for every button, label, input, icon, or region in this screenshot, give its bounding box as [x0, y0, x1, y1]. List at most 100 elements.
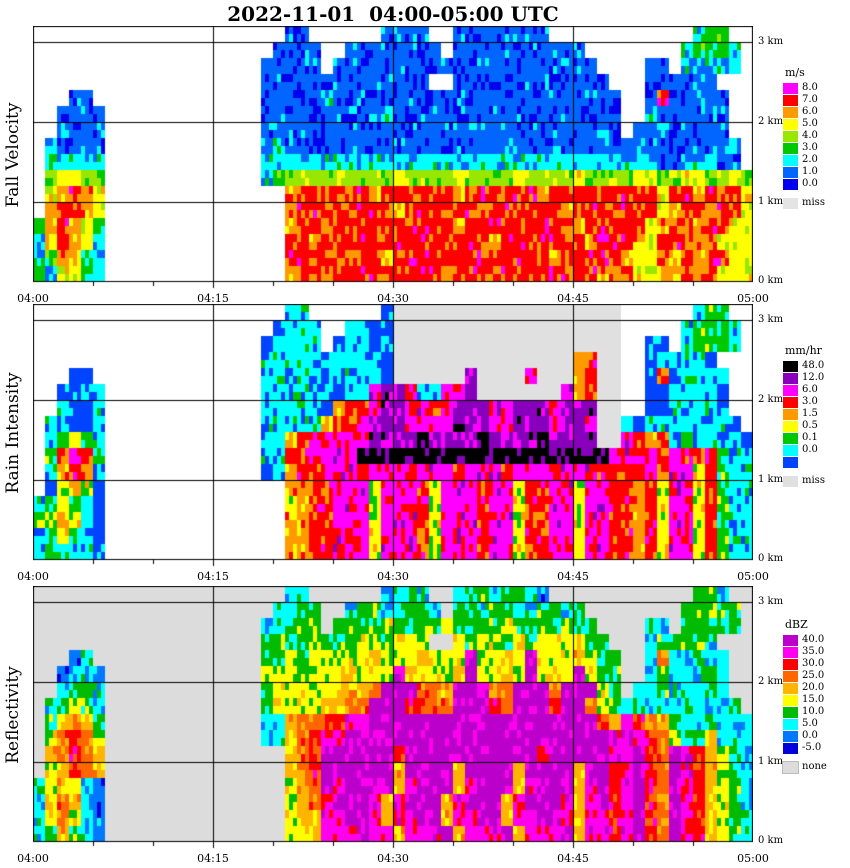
legend-swatch	[783, 396, 798, 408]
legend-entry	[783, 456, 847, 468]
panel-fall-velocity: Fall Velocity 3 km 2 km 1 km 0 km 04:00 04:15 0…	[0, 26, 850, 318]
legend-reflectivity: dBZ 40.0 35.0 30.0 25.0 20.0 15.0 10.0 5.0 0.0 -5.…	[782, 618, 847, 774]
legend-entry: 3.0	[783, 396, 847, 408]
y-axis-title-fall-velocity: Fall Velocity	[3, 102, 23, 208]
legend-label: 1.0	[802, 166, 818, 177]
y-tick-label: 1 km	[758, 474, 784, 485]
legend-swatch	[783, 730, 798, 742]
legend-label: miss	[802, 475, 825, 486]
legend-swatch	[782, 760, 799, 774]
y-axis-title-rain-intensity: Rain Intensity	[3, 372, 23, 494]
legend-entry: 2.0	[783, 154, 847, 166]
legend-label: 15.0	[802, 694, 825, 705]
y-tick-label: 0 km	[758, 835, 784, 846]
legend-entry: 1.5	[783, 408, 847, 420]
legend-entry: 3.0	[783, 142, 847, 154]
x-tick-label: 04:45	[557, 570, 589, 583]
legend-swatch	[783, 634, 798, 646]
x-tick-label: 04:00	[17, 852, 49, 865]
y-tick-label: 3 km	[758, 36, 784, 47]
legend-swatch	[783, 166, 798, 178]
legend-entry: 10.0	[783, 706, 847, 718]
legend-label: 20.0	[802, 682, 825, 693]
legend-label: 35.0	[802, 646, 825, 657]
y-tick-label: 0 km	[758, 275, 784, 286]
legend-label: 3.0	[802, 142, 818, 153]
y-tick-label: 2 km	[758, 676, 784, 687]
legend-missing-entry: miss	[783, 197, 847, 209]
legend-label: 0.5	[802, 420, 818, 431]
legend-entry: 0.0	[783, 730, 847, 742]
legend-swatch	[783, 456, 798, 468]
heatmap-canvas-fall-velocity	[33, 26, 753, 290]
legend-label: 25.0	[802, 670, 825, 681]
legend-swatch	[783, 142, 798, 154]
legend-label: 48.0	[802, 360, 825, 371]
x-tick-label: 04:30	[377, 852, 409, 865]
y-axis-title-reflectivity: Reflectivity	[3, 666, 23, 764]
y-tick-label: 3 km	[758, 596, 784, 607]
legend-label: none	[802, 761, 827, 772]
legend-swatch	[783, 444, 798, 456]
legend-swatch	[783, 432, 798, 444]
legend-entry: 6.0	[783, 106, 847, 118]
legend-swatch	[783, 694, 798, 706]
legend-label: 0.0	[802, 444, 818, 455]
x-tick-label: 04:30	[377, 570, 409, 583]
legend-entry: 25.0	[783, 670, 847, 682]
legend-fall-velocity: m/s 8.0 7.0 6.0 5.0 4.0 3.0 2.0 1.0 0.0 miss	[783, 66, 847, 209]
legend-swatch	[783, 154, 798, 166]
legend-label: 0.1	[802, 432, 818, 443]
legend-label: 1.5	[802, 408, 818, 419]
legend-entry: 35.0	[783, 646, 847, 658]
legend-swatch	[783, 408, 798, 420]
legend-entry: 15.0	[783, 694, 847, 706]
legend-swatch	[783, 682, 798, 694]
legend-unit: m/s	[785, 66, 805, 79]
legend-swatch	[783, 718, 798, 730]
legend-label: 6.0	[802, 384, 818, 395]
legend-entry: 1.0	[783, 166, 847, 178]
x-tick-label: 04:00	[17, 570, 49, 583]
legend-label: 0.0	[802, 178, 818, 189]
legend-missing-entry: miss	[783, 475, 847, 487]
legend-swatch	[783, 130, 798, 142]
heatmap-canvas-rain-intensity	[33, 304, 753, 568]
legend-swatch	[783, 372, 798, 384]
panel-reflectivity: Reflectivity 3 km 2 km 1 km 0 km 04:00 04:15 04…	[0, 586, 850, 868]
legend-swatch	[783, 384, 798, 396]
legend-swatch	[783, 197, 798, 209]
legend-swatch	[783, 94, 798, 106]
legend-unit: mm/hr	[785, 344, 822, 357]
x-tick-label: 04:15	[197, 570, 229, 583]
legend-swatch	[783, 82, 798, 94]
y-tick-label: 1 km	[758, 196, 784, 207]
legend-entry: 30.0	[783, 658, 847, 670]
legend-swatch	[783, 360, 798, 372]
legend-entry: 20.0	[783, 682, 847, 694]
x-tick-label: 05:00	[737, 292, 769, 305]
x-tick-label: 04:45	[557, 852, 589, 865]
legend-swatch	[783, 658, 798, 670]
y-tick-label: 3 km	[758, 314, 784, 325]
legend-entry: 48.0	[783, 360, 847, 372]
x-tick-label: 04:45	[557, 292, 589, 305]
x-tick-label: 04:15	[197, 852, 229, 865]
x-tick-label: 05:00	[737, 570, 769, 583]
legend-missing-entry: none	[782, 760, 847, 774]
y-tick-label: 0 km	[758, 553, 784, 564]
legend-entry: 7.0	[783, 94, 847, 106]
legend-swatch	[783, 106, 798, 118]
x-tick-label: 04:00	[17, 292, 49, 305]
legend-entry: 5.0	[783, 718, 847, 730]
legend-entry: 0.1	[783, 432, 847, 444]
legend-rain-intensity: mm/hr 48.0 12.0 6.0 3.0 1.5 0.5 0.1 0.0 miss	[783, 344, 847, 487]
legend-swatch	[783, 670, 798, 682]
legend-swatch	[783, 178, 798, 190]
heatmap-canvas-reflectivity	[33, 586, 753, 850]
legend-entry: 8.0	[783, 82, 847, 94]
legend-label: 8.0	[802, 82, 818, 93]
legend-entry: 0.0	[783, 444, 847, 456]
legend-swatch	[783, 742, 798, 754]
